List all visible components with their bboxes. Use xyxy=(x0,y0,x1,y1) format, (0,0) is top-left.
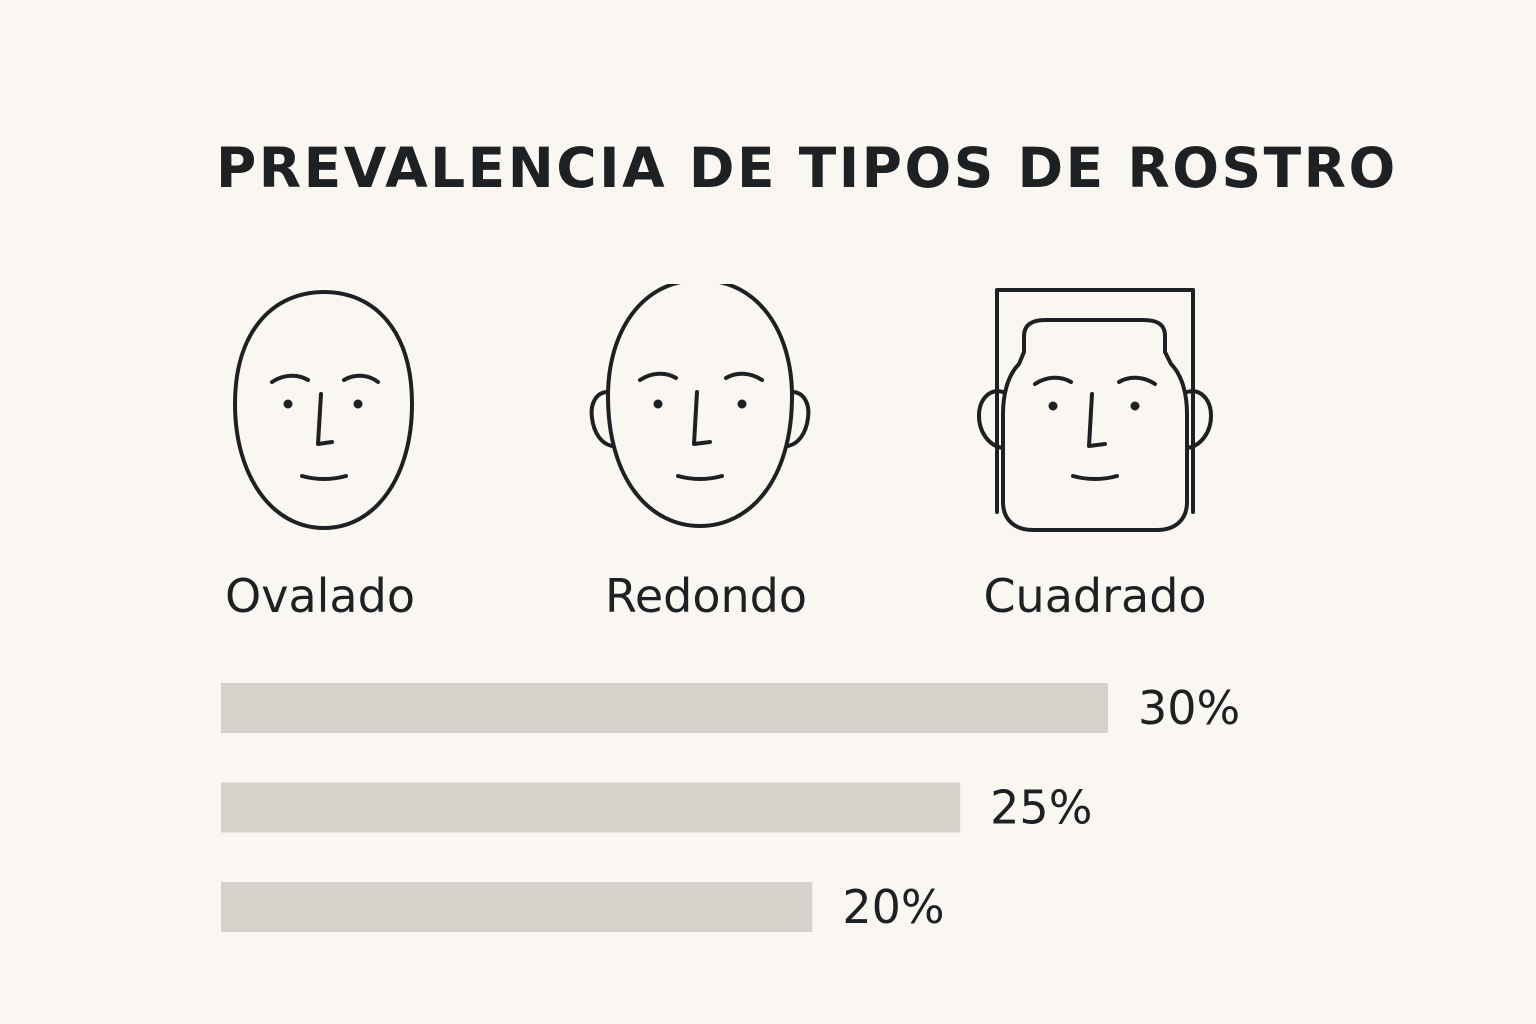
face-label-cuadrado: Cuadrado xyxy=(983,569,1207,623)
bar-value-label-redondo: 25% xyxy=(990,781,1092,835)
bar-cuadrado xyxy=(221,882,813,932)
bar-ovalado xyxy=(221,683,1108,733)
bar-value-label-cuadrado: 20% xyxy=(842,880,944,934)
bar-redondo xyxy=(221,782,961,833)
chart-title: PREVALENCIA DE TIPOS DE ROSTRO xyxy=(216,136,1398,200)
bar-value-label-ovalado: 30% xyxy=(1138,681,1240,735)
square-face-icon xyxy=(975,284,1215,534)
oval-face-icon xyxy=(204,284,444,534)
round-face-icon xyxy=(580,284,820,534)
face-label-ovalado: Ovalado xyxy=(225,569,415,623)
face-label-redondo: Redondo xyxy=(604,569,808,623)
